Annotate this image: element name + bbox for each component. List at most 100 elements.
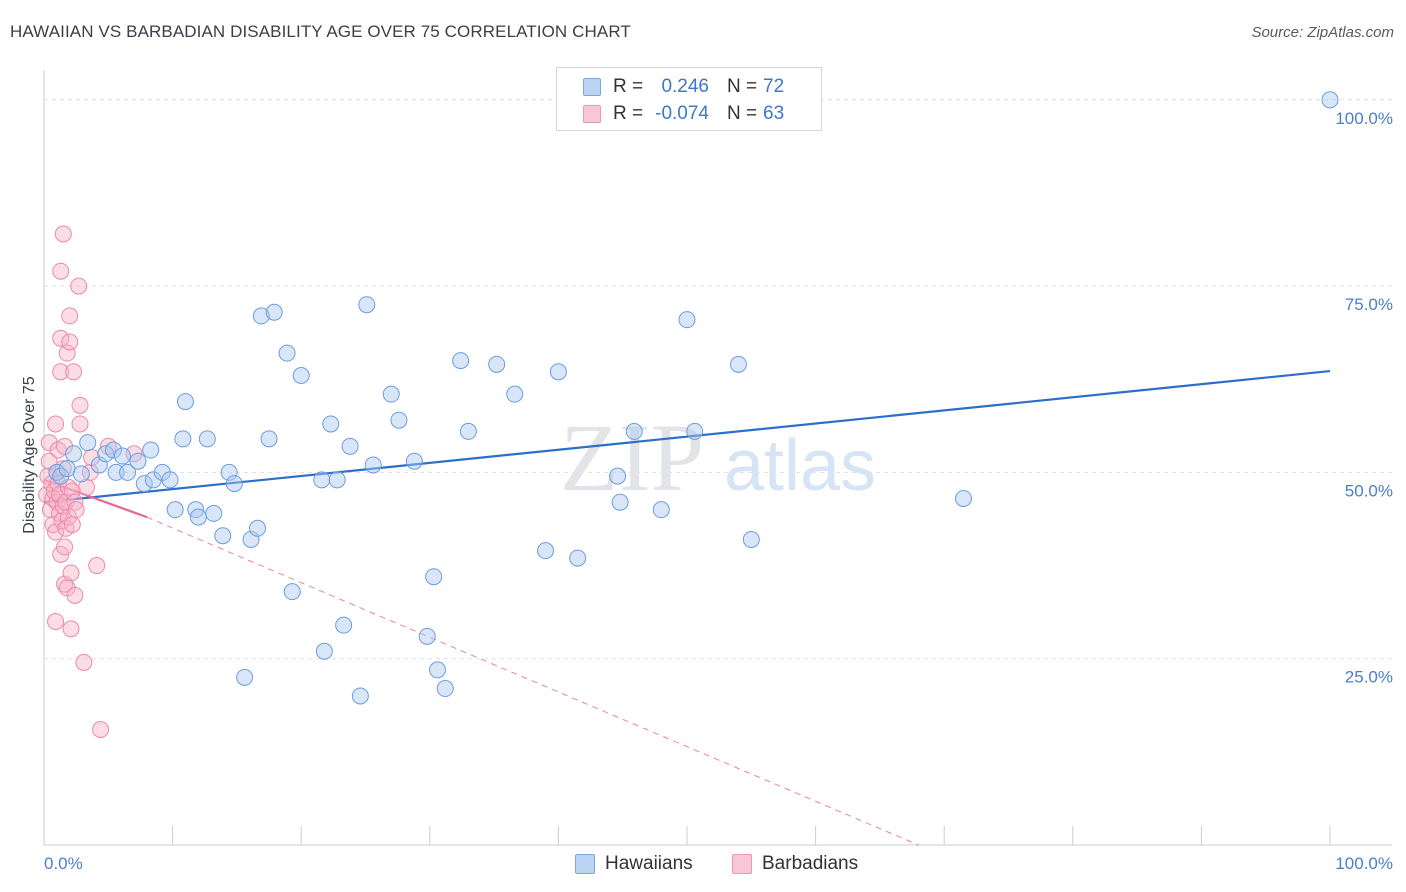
y-tick-label: 25.0% [1345, 668, 1393, 687]
barbadians-points [38, 225, 143, 738]
barbadians-point [47, 612, 65, 630]
watermark-zip: ZIP [560, 404, 704, 511]
barbadians-legend-swatch [732, 854, 752, 874]
hawaiians-point [729, 355, 747, 373]
x-tick-label: 0.0% [44, 854, 83, 873]
axes [43, 70, 1392, 846]
hawaiians-point [283, 583, 301, 601]
hawaiians-point [742, 530, 760, 548]
hawaiians-legend-label: Hawaiians [605, 853, 693, 874]
hawaiians-point [425, 568, 443, 586]
hawaiians-point [205, 504, 223, 522]
r-label: R = [613, 103, 644, 124]
hawaiians-point [65, 445, 83, 463]
hawaiians-point [265, 303, 283, 321]
barbadians-point [61, 307, 79, 325]
hawaiians-point [119, 463, 137, 481]
hawaiians-point [72, 465, 90, 483]
n-label: N = [727, 103, 758, 124]
bottom-legend-barbadians[interactable]: Barbadians [732, 852, 858, 876]
barbadians-point [56, 538, 74, 556]
barbadians-point [66, 586, 84, 604]
hawaiians-point [569, 549, 587, 567]
hawaiians-point [174, 430, 192, 448]
barbadians-point [67, 501, 85, 519]
tick-labels: 25.0% 50.0% 75.0% 100.0% 0.0% 100.0% [44, 109, 1393, 873]
barbadians-point [47, 415, 65, 433]
x-tick-label: 100.0% [1335, 854, 1393, 873]
hawaiians-point [236, 668, 254, 686]
chart-title: HAWAIIAN VS BARBADIAN DISABILITY AGE OVE… [10, 22, 631, 41]
hawaiians-point [328, 471, 346, 489]
barbadians-point [63, 516, 81, 534]
hawaiians-trend-line [43, 369, 1331, 504]
hawaiians-point [625, 422, 643, 440]
barbadians-point [65, 363, 83, 381]
barbadians-point [52, 329, 70, 347]
r-value: -0.074 [655, 103, 709, 124]
hawaiians-point [537, 542, 555, 560]
hawaiians-point [364, 456, 382, 474]
y-tick-label: 100.0% [1335, 109, 1393, 128]
barbadians-point [70, 277, 88, 295]
hawaiians-point [315, 642, 333, 660]
legend-row-hawaiians: R = 0.246 N = 72 [583, 75, 784, 99]
r-value: 0.246 [661, 76, 709, 97]
hawaiians-point [335, 616, 353, 634]
barbadians-point [63, 482, 81, 500]
hawaiians-point [452, 352, 470, 370]
hawaiians-point [358, 296, 376, 314]
hawaiians-point [198, 430, 216, 448]
hawaiians-point [292, 367, 310, 385]
hawaiians-point [260, 430, 278, 448]
watermark-atlas: atlas [724, 426, 876, 506]
hawaiians-point [252, 307, 270, 325]
hawaiians-point [313, 471, 331, 489]
hawaiians-point [220, 463, 238, 481]
hawaiians-point [225, 475, 243, 493]
hawaiians-point [166, 501, 184, 519]
n-label: N = [727, 76, 758, 97]
barbadians-point [52, 363, 70, 381]
source-label: Source: ZipAtlas.com [1251, 24, 1394, 41]
barbadians-point [71, 415, 89, 433]
hawaiians-point [129, 452, 147, 470]
hawaiians-point [611, 493, 629, 511]
hawaiians-point [652, 501, 670, 519]
barbadians-point [62, 620, 80, 638]
hawaiians-point [113, 447, 131, 465]
bottom-legend-hawaiians[interactable]: Hawaiians [575, 852, 693, 876]
hawaiians-point [104, 441, 122, 459]
hawaiians-legend-swatch [575, 854, 595, 874]
hawaiians-point [341, 437, 359, 455]
hawaiians-point [322, 415, 340, 433]
hawaiians-point [382, 385, 400, 403]
barbadians-point [58, 344, 76, 362]
y-tick-label: 50.0% [1345, 481, 1393, 500]
hawaiians-point [142, 441, 160, 459]
hawaiians-point [390, 411, 408, 429]
barbadians-point [71, 396, 89, 414]
barbadians-swatch [583, 105, 601, 123]
hawaiians-point [351, 687, 369, 705]
hawaiians-points [48, 91, 1339, 705]
barbadians-point [62, 564, 80, 582]
grid-lines [44, 99, 1392, 660]
barbadians-trend-extension [146, 516, 919, 846]
barbadians-point [54, 225, 72, 243]
hawaiians-point [1321, 91, 1339, 109]
hawaiians-point [686, 422, 704, 440]
hawaiians-point [278, 344, 296, 362]
hawaiians-point [58, 460, 76, 478]
hawaiians-point [678, 311, 696, 329]
hawaiians-point [97, 445, 115, 463]
y-axis-label: Disability Age Over 75 [21, 376, 38, 534]
hawaiians-point [107, 463, 125, 481]
hawaiians-point [214, 527, 232, 545]
hawaiians-point [79, 434, 97, 452]
hawaiians-point [405, 452, 423, 470]
n-value: 63 [763, 103, 785, 124]
barbadians-point [92, 720, 110, 738]
hawaiians-point [459, 422, 477, 440]
